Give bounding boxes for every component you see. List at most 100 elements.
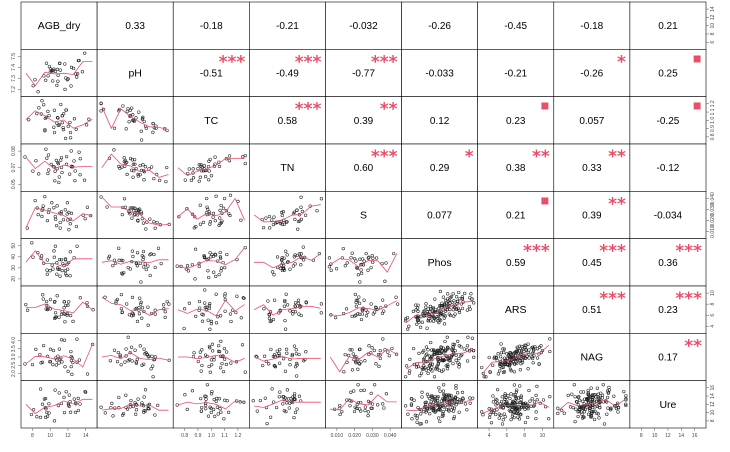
data-point [68,120,72,125]
data-point [69,349,73,354]
data-point [58,226,62,230]
data-point [517,349,521,353]
data-point [46,171,50,176]
data-point [60,360,64,364]
data-point [127,209,131,213]
data-point [432,352,437,356]
data-point [119,307,124,311]
data-point [48,67,53,71]
data-point [140,363,144,367]
panel-agb-dry-tn [249,1,326,50]
data-point [494,403,498,407]
variable-label-ure: Ure [659,399,676,411]
data-point [405,316,410,320]
data-point [353,256,357,261]
x-tick-label-s: 0.040 [384,433,397,439]
data-point [128,108,132,112]
data-point [45,156,49,160]
data-point [43,129,47,133]
data-point [85,304,90,308]
data-point [51,267,55,271]
x-tick-label-ure: 10 [652,433,658,439]
data-point [487,407,491,411]
data-point [139,300,143,304]
data-point [152,176,156,181]
data-point [510,403,514,407]
data-point [457,310,462,314]
data-point [193,247,198,251]
panel-ure-ph [96,380,174,429]
smoother-line [101,403,169,411]
y-tick-label-ph: 7.4 [11,64,17,71]
data-point [591,403,595,408]
data-point [77,150,81,154]
data-point [452,406,457,410]
data-point [511,393,516,397]
y-tick-label-nag: 3.5 [11,345,17,352]
scatter-panel-nag-vs-ph [101,335,171,379]
data-point [432,375,437,379]
data-point [144,126,148,130]
significance-marker-tn-phos: * [465,147,474,167]
data-point [293,410,298,415]
data-point [299,263,303,267]
data-point [59,258,64,262]
y-tick-label-phos: 50 [11,243,17,249]
correlation-value-tc-ars: 0.23 [506,116,526,127]
data-point [207,364,211,369]
data-point [513,393,517,397]
data-point [387,354,391,358]
panel-s-ure [629,191,707,239]
data-point [60,170,64,175]
data-point [527,348,531,352]
data-point [358,280,362,284]
data-point [460,306,465,311]
data-point [304,350,308,354]
data-point [73,178,77,183]
data-point [128,267,132,271]
data-point [422,314,426,318]
data-point [282,222,286,226]
data-point [54,158,59,163]
data-point [36,212,40,217]
data-point [52,206,56,210]
data-point [35,415,39,419]
data-point [138,296,142,300]
data-point [57,347,62,351]
data-point [61,218,66,222]
panel-ars-tc [172,285,250,334]
data-point [164,179,168,184]
panel-agb-dry-s [325,1,402,50]
data-point [51,79,55,83]
data-point [30,362,35,367]
data-point [453,312,457,316]
data-point [541,398,546,402]
significance-marker-ph-s: *** [371,52,398,72]
data-point [428,363,432,367]
data-point [518,384,522,388]
variable-label-s: S [360,210,367,222]
data-point [157,178,162,183]
correlation-value-phos-nag: 0.45 [582,258,602,269]
significance-marker-phos-ure: *** [675,242,702,262]
data-point [191,167,195,171]
data-point [315,209,319,213]
correlation-value-phos-ars: 0.59 [506,258,526,269]
data-point [223,398,227,402]
data-point [525,405,529,410]
data-point [213,414,217,419]
data-point [454,307,459,311]
data-point [198,175,202,179]
scatter-panel-ure-vs-ph [99,388,169,418]
smoother-line [101,106,169,130]
data-point [116,350,120,355]
data-point [340,256,345,260]
data-point [440,350,444,354]
data-point [374,256,379,260]
data-point [491,410,495,414]
data-point [130,295,135,300]
scatter-panel-nag-vs-s [329,337,399,374]
data-point [212,270,216,274]
correlation-value-agb-dry-tc: -0.18 [200,21,223,32]
data-point [562,411,566,415]
